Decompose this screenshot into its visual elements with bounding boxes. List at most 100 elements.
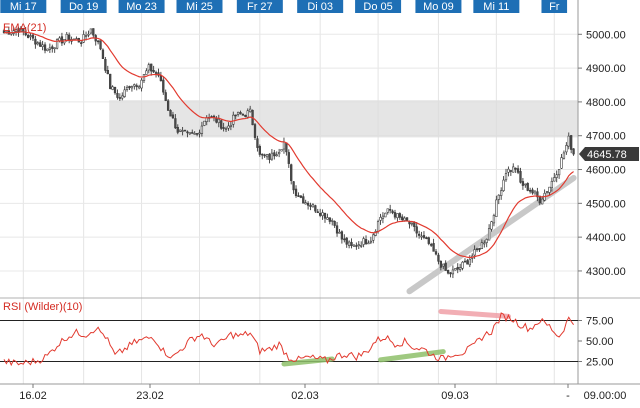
candle-body bbox=[304, 202, 307, 205]
candle-body bbox=[466, 260, 469, 265]
candle-body bbox=[536, 191, 539, 198]
candle-body bbox=[347, 241, 351, 246]
candle-body bbox=[432, 243, 435, 252]
candle-body bbox=[567, 135, 570, 147]
candle-body bbox=[326, 217, 329, 220]
candle-body bbox=[140, 79, 143, 89]
candle-body bbox=[355, 245, 358, 247]
candle-body bbox=[135, 85, 138, 88]
candle-body bbox=[548, 186, 551, 193]
candle-body bbox=[273, 152, 276, 157]
price-axis-label: 4600.00 bbox=[586, 165, 626, 177]
rsi-divergence-line bbox=[438, 308, 511, 319]
top-date-label: Mi 11 bbox=[483, 1, 509, 13]
candle-body bbox=[217, 118, 220, 124]
candle-body bbox=[415, 226, 418, 234]
candle-body bbox=[444, 262, 447, 271]
top-date-label: Do 05 bbox=[363, 1, 392, 13]
candle-body bbox=[193, 133, 196, 135]
candle-body bbox=[268, 153, 271, 161]
top-date-tag bbox=[60, 0, 107, 13]
candle-body bbox=[478, 247, 481, 251]
ema-line bbox=[3, 31, 574, 259]
price-axis-label: 4300.00 bbox=[586, 266, 626, 278]
candle-body bbox=[512, 166, 515, 173]
candle-body bbox=[333, 221, 336, 226]
candle-body bbox=[29, 35, 32, 37]
last-price-label: 4645.78 bbox=[587, 149, 627, 161]
candle-body bbox=[533, 191, 537, 195]
candle-body bbox=[246, 110, 249, 118]
candle-body bbox=[31, 34, 35, 39]
candle-body bbox=[492, 215, 496, 224]
candle-body bbox=[352, 244, 356, 247]
rsi-line bbox=[3, 312, 574, 367]
candle-body bbox=[128, 85, 131, 89]
price-axis-label: 4500.00 bbox=[586, 198, 626, 210]
candle-body bbox=[502, 179, 505, 191]
candle-body bbox=[384, 212, 387, 218]
candle-body bbox=[497, 194, 500, 200]
candle-body bbox=[328, 217, 331, 222]
candle-body bbox=[401, 216, 404, 221]
candle-body bbox=[265, 154, 269, 158]
candle-body bbox=[531, 189, 534, 194]
candle-body bbox=[125, 86, 129, 90]
candle-body bbox=[446, 269, 450, 274]
candle-body bbox=[374, 231, 377, 236]
candle-body bbox=[338, 231, 341, 234]
candle-body bbox=[541, 198, 544, 205]
candle-body bbox=[350, 242, 353, 246]
rsi-title: RSI (Wilder)(10) bbox=[3, 301, 82, 313]
x-axis-label: - bbox=[566, 390, 570, 402]
price-axis-label: 4400.00 bbox=[586, 232, 626, 244]
candle-body bbox=[133, 84, 136, 87]
candle-body bbox=[417, 233, 421, 236]
candle-body bbox=[183, 129, 187, 132]
top-date-tag bbox=[297, 0, 344, 13]
top-date-tag bbox=[176, 0, 223, 13]
candle-body bbox=[68, 34, 71, 41]
candle-body bbox=[480, 242, 484, 250]
price-axis-label: 4800.00 bbox=[586, 97, 626, 109]
candle-body bbox=[570, 135, 573, 150]
candle-body bbox=[504, 173, 508, 181]
top-date-label: Mo 23 bbox=[126, 1, 157, 13]
candle-body bbox=[528, 189, 532, 192]
candle-body bbox=[253, 124, 257, 138]
candle-body bbox=[292, 181, 295, 191]
candle-body bbox=[557, 169, 561, 176]
candle-body bbox=[526, 183, 529, 191]
candle-body bbox=[413, 222, 416, 227]
candle-body bbox=[261, 153, 264, 156]
candle-body bbox=[239, 112, 242, 115]
candle-body bbox=[164, 92, 167, 101]
candle-body bbox=[106, 70, 109, 75]
candle-body bbox=[427, 237, 430, 244]
candle-body bbox=[442, 263, 445, 267]
candle-body bbox=[101, 49, 105, 59]
candle-body bbox=[393, 212, 397, 218]
top-date-tag bbox=[236, 0, 283, 13]
candle-body bbox=[92, 28, 95, 36]
top-date-tag bbox=[355, 0, 402, 13]
candle-body bbox=[319, 213, 322, 216]
candle-body bbox=[263, 154, 266, 157]
candle-body bbox=[516, 168, 520, 173]
candle-body bbox=[422, 235, 426, 238]
candle-body bbox=[181, 130, 184, 132]
candle-body bbox=[550, 180, 554, 189]
candle-body bbox=[14, 29, 18, 32]
candle-body bbox=[454, 268, 457, 271]
candle-body bbox=[314, 205, 317, 212]
candle-body bbox=[53, 47, 56, 50]
candle-body bbox=[154, 72, 158, 74]
x-axis-label: 16.02 bbox=[19, 390, 47, 402]
candle-body bbox=[222, 127, 225, 129]
candle-body bbox=[294, 188, 298, 196]
candle-body bbox=[299, 195, 303, 198]
top-date-label: Do 19 bbox=[69, 1, 98, 13]
candle-body bbox=[487, 228, 491, 241]
candle-body bbox=[82, 34, 85, 43]
candle-body bbox=[456, 266, 459, 270]
